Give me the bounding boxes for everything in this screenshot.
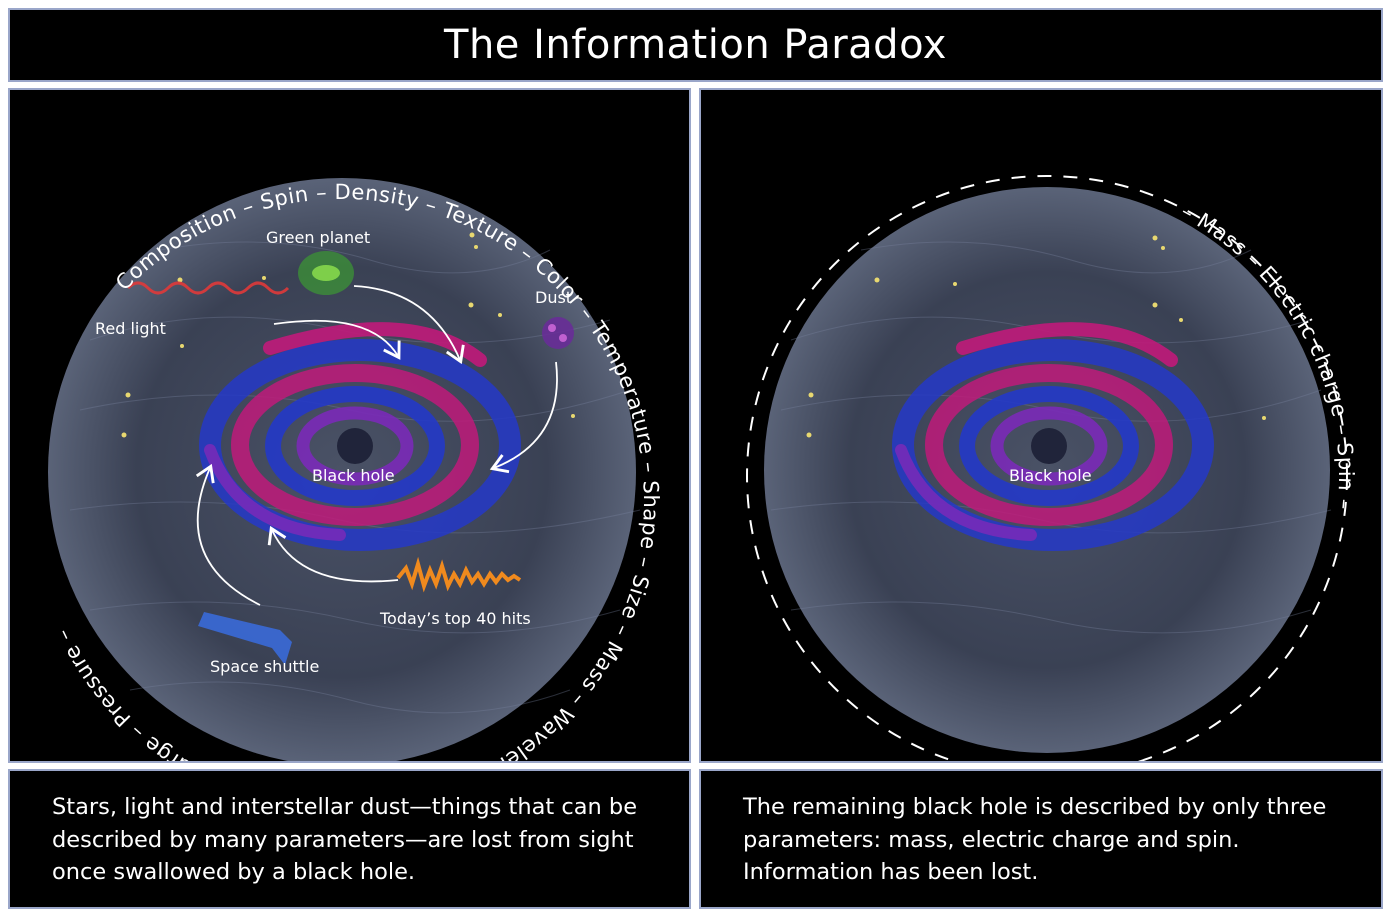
page-title: The Information Paradox xyxy=(444,22,947,68)
label-green-planet: Green planet xyxy=(266,228,370,247)
left-caption-box: Stars, light and interstellar dust—thing… xyxy=(8,769,691,909)
title-bar: The Information Paradox xyxy=(8,8,1383,82)
red-light-wave xyxy=(126,281,290,295)
left-illustration-panel: Green planet Dust Red light Black hole T… xyxy=(8,88,691,763)
label-top-hits: Today’s top 40 hits xyxy=(379,609,531,628)
right-caption-box: The remaining black hole is described by… xyxy=(699,769,1383,909)
right-illustration: Black hole – Mass – Electric charge – Sp… xyxy=(746,175,1358,761)
dust-cloud xyxy=(542,317,574,349)
space-disc xyxy=(764,187,1330,753)
right-caption: The remaining black hole is described by… xyxy=(743,794,1327,885)
motion-arrows xyxy=(195,285,558,606)
stars xyxy=(121,232,575,438)
left-caption: Stars, light and interstellar dust—thing… xyxy=(52,794,638,885)
dashed-boundary xyxy=(746,175,1348,761)
label-space-shuttle: Space shuttle xyxy=(210,657,319,676)
green-planet xyxy=(298,251,354,295)
right-illustration-panel: Black hole – Mass – Electric charge – Sp… xyxy=(699,88,1383,763)
label-dust: Dust xyxy=(535,288,572,307)
label-black-hole: Black hole xyxy=(312,466,395,485)
space-disc xyxy=(48,178,636,761)
space-shuttle xyxy=(198,612,292,665)
stars xyxy=(806,235,1266,438)
top-hits-wave xyxy=(396,556,522,593)
left-illustration: Green planet Dust Red light Black hole T… xyxy=(48,178,663,761)
black-hole-spiral xyxy=(892,322,1214,551)
label-black-hole: Black hole xyxy=(1009,466,1092,485)
label-red-light: Red light xyxy=(95,319,166,338)
